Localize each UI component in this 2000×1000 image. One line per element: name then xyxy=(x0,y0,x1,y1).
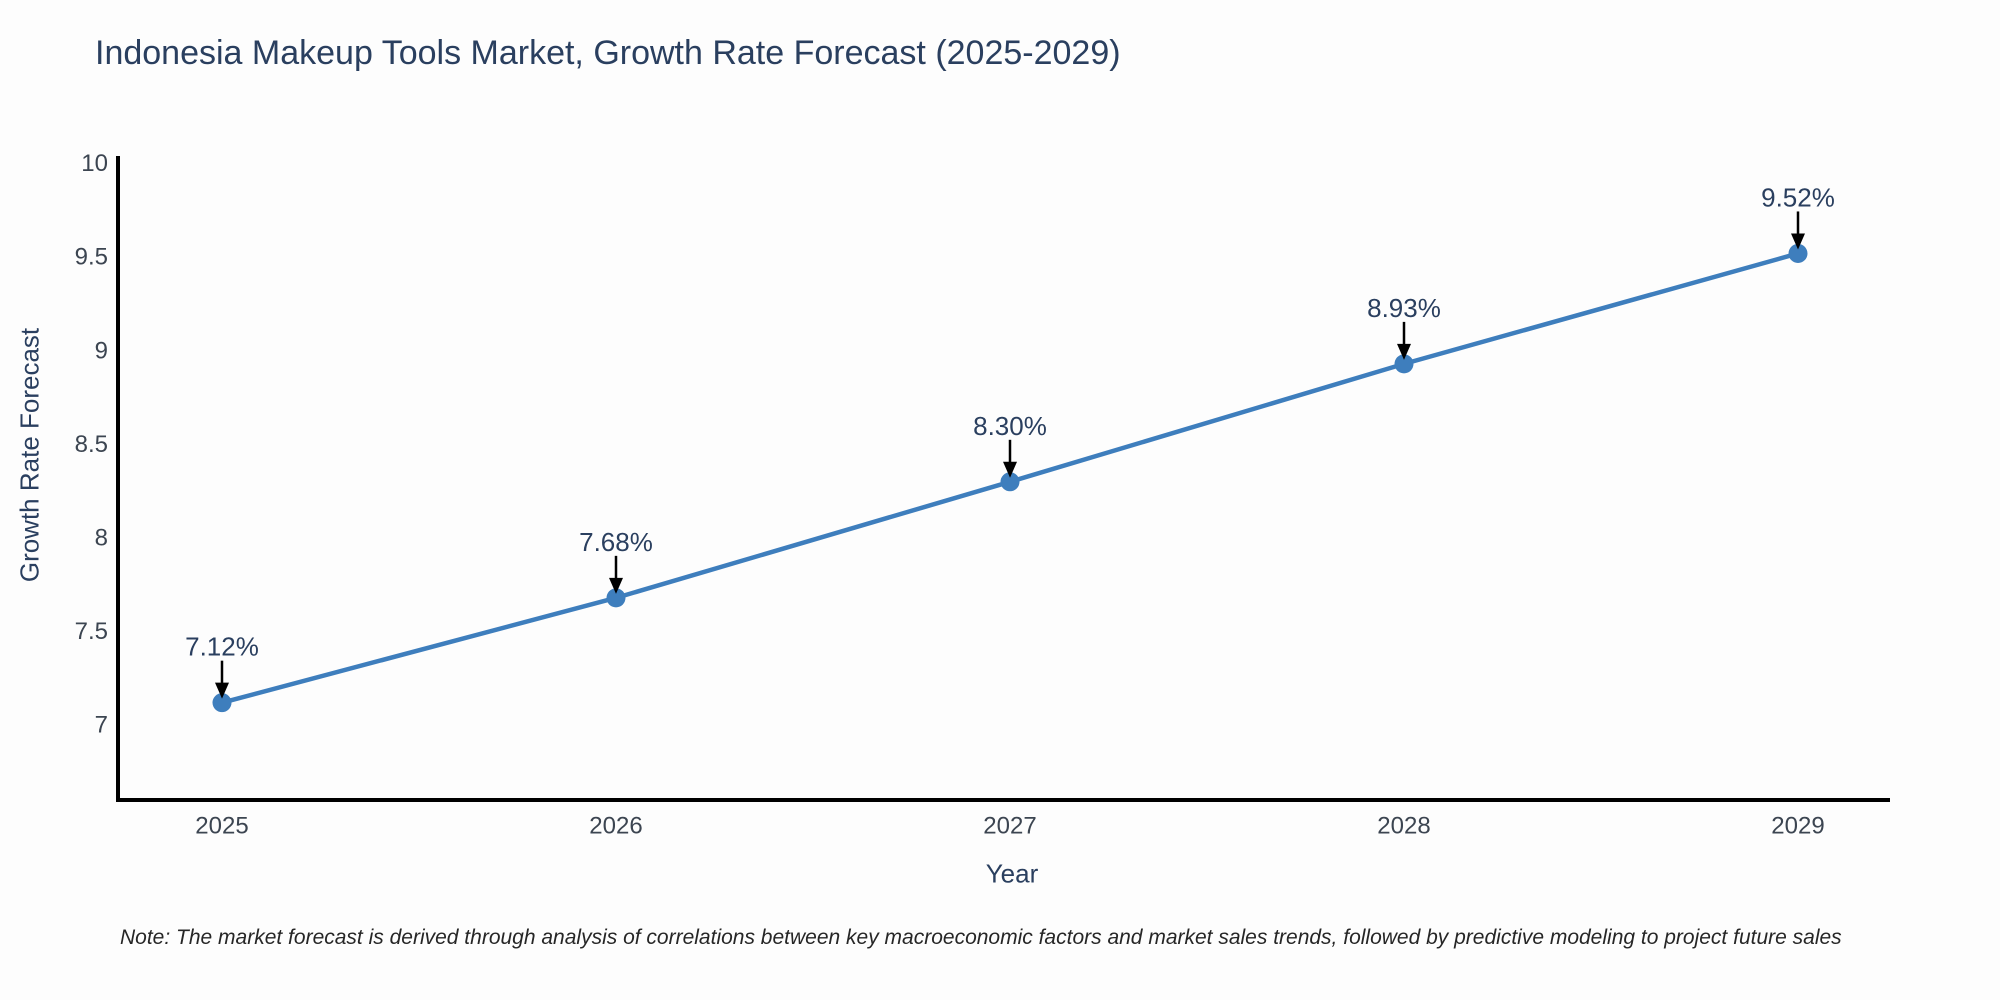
x-tick-label: 2025 xyxy=(195,813,248,840)
x-tick-label: 2027 xyxy=(983,813,1036,840)
data-point-label: 8.30% xyxy=(973,411,1047,441)
x-tick-label: 2026 xyxy=(589,813,642,840)
y-tick-label: 7.5 xyxy=(75,618,108,645)
data-point-label: 8.93% xyxy=(1367,293,1441,323)
data-point[interactable] xyxy=(1000,472,1020,492)
annotation-arrowhead-icon xyxy=(215,682,229,699)
chart-title: Indonesia Makeup Tools Market, Growth Ra… xyxy=(95,34,1121,72)
data-point[interactable] xyxy=(1394,354,1414,374)
y-tick-label: 9 xyxy=(95,337,108,364)
x-tick-label: 2029 xyxy=(1771,813,1824,840)
y-tick-label: 7 xyxy=(95,712,108,739)
annotation-arrowhead-icon xyxy=(609,577,623,594)
x-tick-label: 2028 xyxy=(1377,813,1430,840)
data-point[interactable] xyxy=(1788,243,1808,263)
annotation-arrowhead-icon xyxy=(1791,233,1805,250)
data-point-label: 7.68% xyxy=(579,527,653,557)
annotation-arrowhead-icon xyxy=(1003,461,1017,478)
x-axis-title: Year xyxy=(985,858,1039,889)
annotation-arrowhead-icon xyxy=(1397,343,1411,360)
data-point-label: 9.52% xyxy=(1761,182,1835,212)
y-tick-label: 8 xyxy=(95,524,108,551)
data-point[interactable] xyxy=(606,588,626,608)
y-tick-label: 10 xyxy=(81,150,108,177)
data-point-label: 7.12% xyxy=(185,632,259,662)
y-tick-label: 9.5 xyxy=(75,244,108,271)
data-point[interactable] xyxy=(212,693,232,713)
y-axis-title: Growth Rate Forecast xyxy=(14,327,45,583)
footnote: Note: The market forecast is derived thr… xyxy=(120,926,1842,949)
y-tick-label: 8.5 xyxy=(75,431,108,458)
